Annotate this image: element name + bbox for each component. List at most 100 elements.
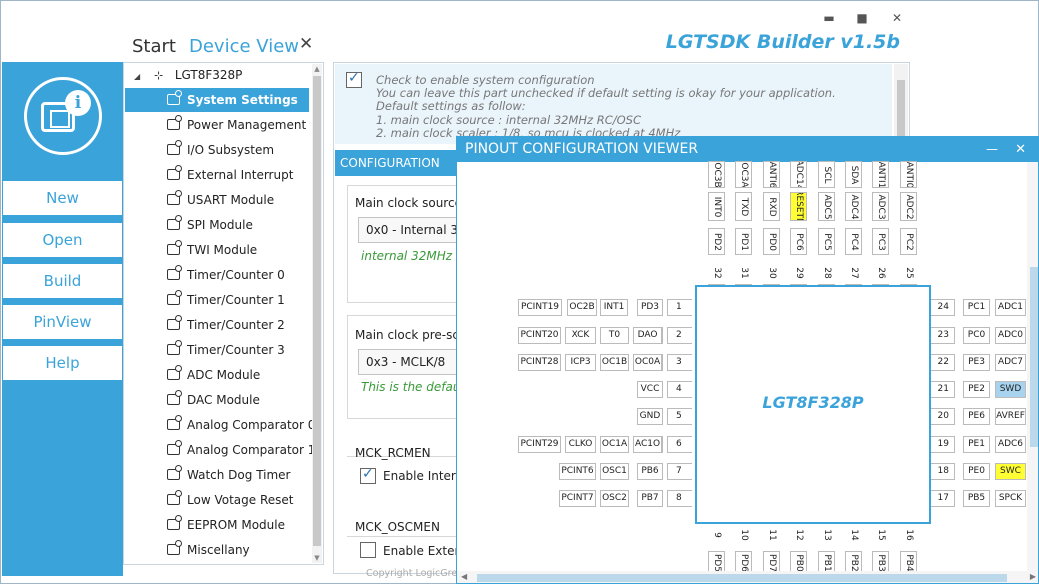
pin-function[interactable]: PCINT19 [518, 299, 562, 316]
tree-item[interactable]: SPI Module [125, 213, 309, 237]
tree-item[interactable]: Watch Dog Timer [125, 463, 309, 487]
pin-port[interactable]: PB7 [637, 490, 663, 507]
pin-port[interactable]: PC1 [963, 299, 990, 316]
pin-function[interactable]: SPCK [995, 490, 1026, 507]
tree-expander-icon[interactable]: ◢ [134, 72, 141, 81]
pin-function[interactable]: PCINT29 [518, 436, 561, 453]
pin-label[interactable]: INT0 [708, 192, 725, 221]
tree-item[interactable]: Timer/Counter 3 [125, 338, 309, 362]
nav-help-button[interactable]: Help [3, 346, 122, 380]
pin-port[interactable]: PB6 [637, 463, 663, 480]
scroll-left-icon[interactable]: ◀ [461, 572, 468, 581]
pin-port[interactable]: PE6 [963, 408, 990, 425]
pin-function[interactable]: OSC1 [600, 463, 629, 480]
pin-label[interactable]: ANTI1 [872, 161, 889, 188]
pin-label[interactable]: PD2 [708, 228, 725, 255]
tab-start[interactable]: Start [132, 36, 176, 57]
pin-port[interactable]: PE2 [963, 381, 990, 398]
pin-label[interactable]: TXD [735, 192, 752, 221]
scroll-right-icon[interactable]: ▶ [1029, 572, 1036, 581]
pin-label[interactable]: ADC3 [872, 192, 889, 221]
tree-item[interactable]: System Settings [125, 88, 309, 112]
pin-function[interactable]: ADC1 [995, 299, 1026, 316]
scroll-thumb[interactable] [313, 76, 321, 546]
tree-item[interactable]: I/O Subsystem [125, 138, 309, 162]
pin-function[interactable]: XCK [565, 327, 596, 344]
pin-function[interactable]: PCINT6 [559, 463, 596, 480]
pin-label[interactable]: PD1 [735, 228, 752, 255]
tree-item[interactable]: TWI Module [125, 238, 309, 262]
pin-function[interactable]: OC2B [567, 299, 597, 316]
pin-function[interactable]: ADC6 [995, 436, 1026, 453]
tree-root[interactable]: ◢ ⊹ LGT8F328P [134, 68, 242, 82]
pin-label[interactable]: ADC2 [900, 192, 917, 221]
tree-item[interactable]: EEPROM Module [125, 513, 309, 537]
pin-function[interactable]: DAO [633, 327, 662, 344]
tree-item[interactable]: ADC Module [125, 363, 309, 387]
tree-scrollbar[interactable]: ▲ ▼ [312, 64, 322, 563]
pin-label[interactable]: SCL [818, 161, 835, 188]
pin-port[interactable]: VCC [637, 381, 663, 398]
tree-item[interactable]: USART Module [125, 188, 309, 212]
pin-label[interactable]: PC2 [900, 228, 917, 255]
pin-label[interactable]: ANTI6 [763, 161, 780, 188]
pin-port[interactable]: PD3 [637, 299, 663, 316]
pin-function[interactable]: T0 [600, 327, 629, 344]
maximize-button[interactable]: ■ [856, 11, 868, 25]
tree-item[interactable]: Miscellany [125, 538, 309, 562]
pin-label[interactable]: ADC4 [845, 192, 862, 221]
pin-function[interactable]: PCINT28 [518, 354, 561, 371]
pin-label[interactable]: OC3A [735, 161, 752, 188]
pin-port[interactable]: GND [637, 408, 663, 425]
pinview-vscrollbar[interactable] [1027, 162, 1038, 571]
pin-label[interactable]: ADC5 [818, 192, 835, 221]
nav-open-button[interactable]: Open [3, 223, 122, 257]
pin-function[interactable]: ADC7 [995, 354, 1026, 371]
pin-port[interactable]: PC0 [963, 327, 990, 344]
scroll-thumb[interactable] [477, 574, 1007, 582]
pin-label[interactable]: ADC14 [790, 161, 807, 188]
scroll-down-icon[interactable]: ▼ [314, 554, 320, 562]
pin-function[interactable]: PCINT7 [559, 490, 596, 507]
pin-label[interactable]: SDA [845, 161, 862, 188]
pin-label[interactable]: PD0 [763, 228, 780, 255]
tree-item[interactable]: DAC Module [125, 388, 309, 412]
nav-new-button[interactable]: New [3, 181, 122, 215]
minimize-button[interactable]: ▬ [823, 11, 835, 25]
pin-label[interactable]: ANTI0 [900, 161, 917, 188]
pin-label[interactable]: PC6 [790, 228, 807, 255]
nav-build-button[interactable]: Build [3, 264, 122, 298]
pin-port[interactable]: PE0 [963, 463, 990, 480]
tab-device-view[interactable]: Device View [189, 36, 299, 57]
enable-system-config-checkbox[interactable] [346, 70, 362, 88]
enable-external-checkbox[interactable] [360, 542, 376, 558]
pin-function[interactable]: OC0A [633, 354, 662, 371]
pin-function[interactable]: INT1 [600, 299, 628, 316]
scroll-thumb[interactable] [1030, 267, 1038, 447]
tree-item[interactable]: Analog Comparator 1 [125, 438, 315, 462]
close-button[interactable]: ✕ [891, 11, 903, 25]
pin-port[interactable]: PE3 [963, 354, 990, 371]
pin-function[interactable]: CLKO [565, 436, 596, 453]
nav-pinview-button[interactable]: PinView [3, 305, 122, 339]
tree-item[interactable]: Timer/Counter 2 [125, 313, 309, 337]
pin-label[interactable]: PC3 [872, 228, 889, 255]
pin-function[interactable]: OC1A [600, 436, 629, 453]
pin-port[interactable]: PE1 [963, 436, 990, 453]
pin-label[interactable]: PC5 [818, 228, 835, 255]
pin-label[interactable]: RESETN [790, 192, 807, 221]
minimize-button[interactable]: — [986, 142, 998, 156]
pin-function[interactable]: SWC [995, 463, 1026, 480]
tree-item[interactable]: Low Votage Reset [125, 488, 309, 512]
pin-function[interactable]: OSC2 [600, 490, 629, 507]
tree-item[interactable]: Timer/Counter 0 [125, 263, 309, 287]
pin-label[interactable]: OC3B [708, 161, 725, 188]
tree-item[interactable]: Power Management [125, 113, 309, 137]
tab-close-icon[interactable]: ✕ [299, 34, 314, 54]
pinview-hscrollbar[interactable]: ◀ ▶ [457, 571, 1038, 583]
pin-function[interactable]: AVREF [995, 408, 1026, 425]
pin-function[interactable]: ICP3 [565, 354, 596, 371]
pin-function[interactable]: AC1O [633, 436, 662, 453]
tree-item[interactable]: External Interrupt [125, 163, 309, 187]
pin-function[interactable]: SWD [995, 381, 1026, 398]
